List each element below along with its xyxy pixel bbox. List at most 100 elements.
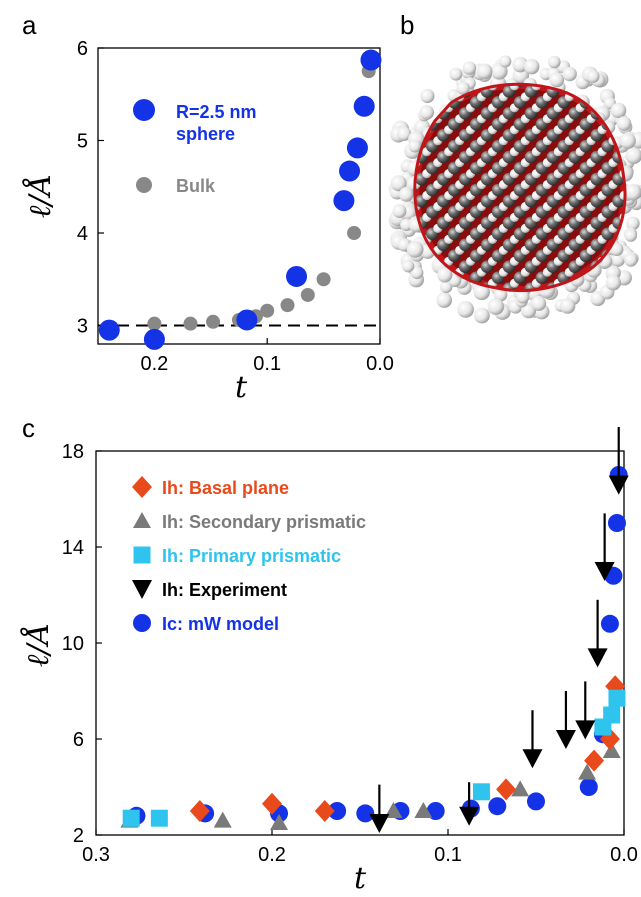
ih-secondary-prismatic-point [213, 811, 232, 828]
ic-mw-model-point [527, 792, 545, 811]
sphere-point [286, 265, 308, 287]
ih-secondary-prismatic-point [602, 742, 621, 758]
surface-molecule [419, 105, 435, 120]
surface-molecule [562, 66, 577, 82]
surface-molecule [462, 61, 477, 75]
panel-label-b: b [400, 10, 414, 40]
surface-molecule [625, 147, 641, 164]
ih-basal-plane-point [314, 800, 335, 822]
ih-secondary-prismatic-point [270, 814, 289, 830]
crystal-molecule [411, 290, 420, 299]
crystal-molecule [433, 70, 442, 79]
surface-molecule [523, 58, 540, 75]
legend-marker-sphere [133, 99, 155, 121]
crystal-molecule [630, 268, 639, 277]
surface-molecule [408, 139, 422, 153]
y-tick-label: 2 [73, 825, 84, 847]
crystal-molecule [630, 70, 639, 79]
ih-basal-plane-point [189, 800, 210, 822]
crystal-molecule [619, 85, 624, 91]
x-tick-label: 0.0 [610, 844, 638, 866]
ih-primary-prismatic-point [472, 783, 490, 801]
ih-experiment-point [608, 475, 629, 495]
surface-molecule [436, 292, 452, 308]
crystal-molecule [416, 96, 417, 109]
bulk-point [300, 287, 315, 302]
surface-molecule [390, 175, 407, 192]
crystal-molecule [416, 85, 417, 87]
crystal-molecule [433, 92, 443, 102]
ic-mw-model-point [600, 614, 619, 633]
surface-molecule [531, 295, 547, 311]
sphere-point [143, 328, 165, 350]
ih-experiment-point [459, 806, 480, 826]
crystal-molecule [623, 293, 636, 306]
ih-secondary-prismatic-point [578, 763, 597, 780]
ih-basal-plane-point [496, 778, 517, 801]
ih-primary-prismatic-point [150, 809, 168, 827]
surface-molecule [493, 287, 508, 302]
surface-molecule [476, 63, 493, 80]
surface-molecule [548, 55, 561, 69]
x-tick-label: 0.0 [366, 353, 394, 375]
data-marks-a [98, 49, 382, 350]
bulk-point [347, 226, 362, 240]
surface-molecule [449, 67, 463, 81]
y-tick-label: 6 [77, 38, 88, 60]
surface-molecule [605, 275, 621, 291]
ic-mw-model-point [579, 778, 598, 796]
ic-mw-model-point [607, 514, 626, 532]
sphere-point [339, 160, 361, 182]
ih-secondary-prismatic-point [414, 802, 433, 818]
crystal-molecule [426, 271, 439, 285]
surface-molecule [392, 204, 407, 219]
surface-molecule [624, 253, 638, 267]
panel-label-a: a [22, 10, 37, 40]
ic-mw-model-point [356, 804, 375, 823]
crystal-molecule [426, 85, 439, 87]
surface-molecule [624, 183, 641, 201]
y-tick-label: 3 [77, 316, 88, 338]
crystal-molecule [444, 85, 454, 91]
ih-experiment-point [575, 720, 596, 740]
sphere-point [353, 95, 375, 117]
x-tick-label: 0.3 [82, 844, 110, 866]
surface-molecule [559, 298, 576, 314]
crystal-molecule [404, 293, 417, 306]
bulk-point [183, 316, 198, 331]
axis-ticks-a: 0.2 0.1 0.0 3 4 5 6 [77, 38, 394, 375]
x-tick-label: 0.1 [253, 353, 281, 375]
legend-label-ih-basal-plane: Ih: Basal plane [162, 478, 289, 498]
bulk-point [206, 314, 221, 329]
surface-molecule [487, 298, 505, 315]
legend-marker-ih-basal-plane [132, 476, 152, 498]
surface-molecule [499, 55, 512, 68]
panel-label-c: c [22, 413, 35, 443]
sphere-point [236, 309, 258, 331]
ih-basal-plane-point [584, 749, 605, 772]
x-tick-label: 0.2 [140, 353, 168, 375]
molecular-snapshot-image [388, 55, 641, 324]
ih-experiment-point [587, 648, 608, 668]
surface-molecule [398, 187, 414, 202]
legend-label-sphere: R=2.5 nm [176, 102, 257, 122]
surface-molecule [516, 290, 530, 304]
legend-label-ih-secondary-prismatic: Ih: Secondary prismatic [162, 512, 366, 532]
data-marks-c [120, 427, 629, 833]
crystal-molecule [623, 85, 624, 87]
x-tick-label: 0.1 [434, 844, 462, 866]
surface-molecule [473, 283, 490, 301]
ih-experiment-point [369, 814, 390, 833]
crystal-molecule [630, 92, 639, 101]
legend-label-bulk: Bulk [176, 176, 216, 196]
surface-molecule [619, 132, 636, 149]
ih-experiment-point [594, 562, 615, 581]
legend-label-ih-primary-prismatic: Ih: Primary prismatic [162, 546, 341, 566]
ih-experiment-point [555, 730, 576, 749]
legend-marker-ic-mw-model [133, 614, 151, 632]
crystal-molecule [416, 92, 421, 102]
